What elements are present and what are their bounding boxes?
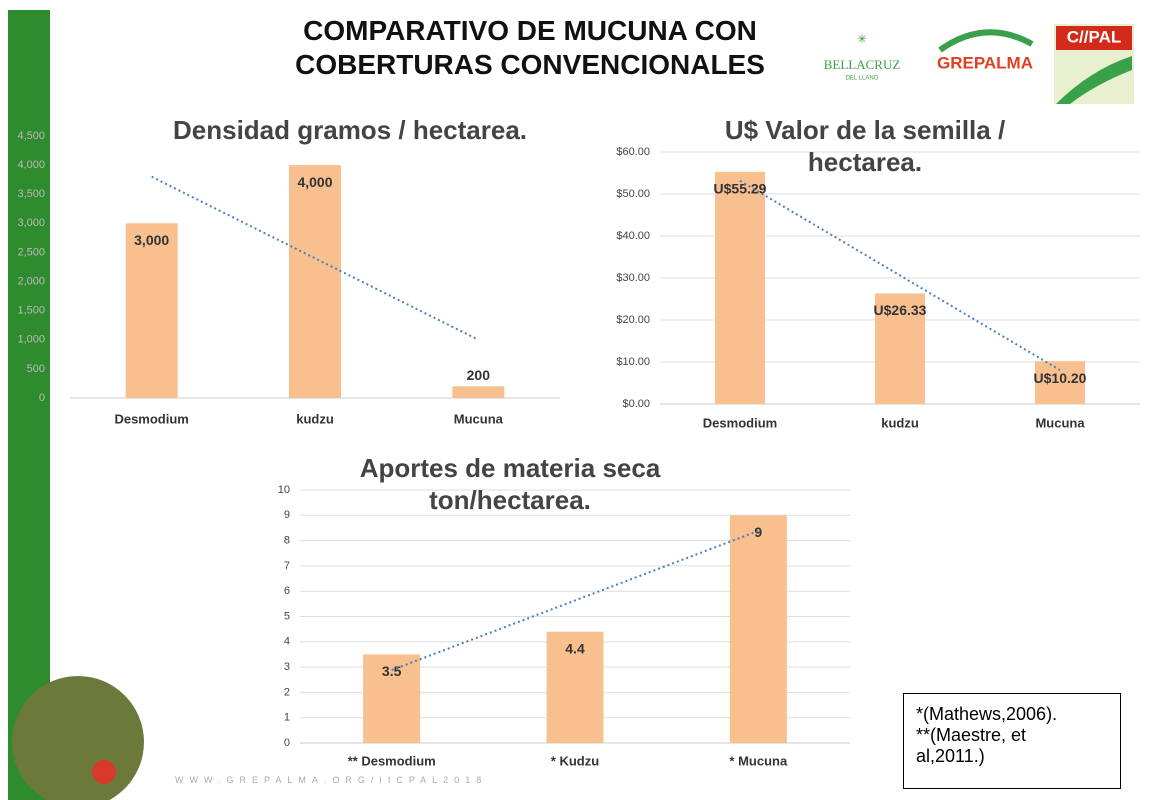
x-tick-label: kudzu [881, 415, 919, 430]
chart-title: Aportes de materia seca ton/hectarea. [359, 453, 661, 515]
y-tick-label: 1 [284, 712, 290, 724]
bar [546, 631, 604, 743]
y-tick-label: 0 [284, 737, 290, 749]
data-label: 3.5 [382, 663, 402, 679]
x-tick-label: kudzu [296, 411, 334, 426]
x-tick-label: Desmodium [114, 411, 188, 426]
x-tick-label: Mucuna [454, 411, 504, 426]
y-tick-label: 1,000 [17, 334, 45, 346]
y-tick-label: 500 [27, 363, 45, 375]
y-tick-label: 4,000 [17, 159, 45, 171]
y-tick-label: 3,000 [17, 217, 45, 229]
y-tick-label: 2 [284, 686, 290, 698]
bar [715, 171, 765, 404]
y-tick-label: 2,000 [17, 275, 45, 287]
bar [289, 165, 341, 398]
y-tick-label: $20.00 [616, 314, 650, 326]
logo-icon: ✳ [857, 32, 867, 46]
logo-shape [938, 29, 1034, 53]
y-tick-label: $50.00 [616, 188, 650, 200]
data-label: 4.4 [565, 640, 585, 656]
logo-text: GREPALMA [937, 53, 1033, 72]
side-bar [8, 10, 50, 800]
y-tick-label: 9 [284, 509, 290, 521]
y-tick-label: 4 [284, 636, 290, 648]
logo-text: C//PAL [1067, 27, 1121, 46]
logo-band [1056, 26, 1132, 50]
data-label: U$55.29 [714, 180, 767, 196]
y-tick-label: $40.00 [616, 230, 650, 242]
bar [875, 293, 925, 404]
y-tick-label: 5 [284, 610, 290, 622]
chart-title: U$ Valor de la semilla / hectarea. [724, 115, 1006, 177]
data-label: 3,000 [134, 232, 169, 248]
data-label: 9 [754, 524, 762, 540]
bar [729, 515, 787, 743]
data-label: 4,000 [297, 174, 332, 190]
photo-seed [92, 760, 116, 784]
y-tick-label: 7 [284, 560, 290, 572]
chart-title: Densidad gramos / hectarea. [172, 115, 528, 145]
y-tick-label: $30.00 [616, 272, 650, 284]
bar [125, 223, 178, 398]
footer-url: WWW.GREPALMA.ORG/IICPAL2018 [175, 775, 488, 785]
y-tick-label: 3,500 [17, 188, 45, 200]
y-tick-label: 10 [278, 484, 290, 496]
x-tick-label: ** Desmodium [348, 753, 436, 768]
y-tick-label: 1,500 [17, 305, 45, 317]
y-tick-label: 0 [39, 392, 45, 404]
bar [1035, 361, 1085, 404]
footnote-line: **(Maestre, et al,2011.) [916, 725, 1027, 766]
logo-shape [1056, 56, 1132, 104]
trendline [151, 175, 479, 341]
logo-text: DEL LLANO [846, 76, 879, 82]
title-line: COBERTURAS CONVENCIONALES [295, 49, 765, 80]
title: COMPARATIVO DE MUCUNA CON COBERTURAS CONV… [240, 14, 820, 82]
y-tick-label: $60.00 [616, 146, 650, 158]
y-tick-label: 3 [284, 661, 290, 673]
y-tick-label: 8 [284, 535, 290, 547]
trendline [739, 179, 1061, 372]
data-label: U$26.33 [874, 302, 927, 318]
y-tick-label: 6 [284, 585, 290, 597]
y-tick-label: $0.00 [622, 398, 650, 410]
x-tick-label: * Mucuna [729, 753, 788, 768]
x-tick-label: * Kudzu [551, 753, 599, 768]
y-tick-label: 2,500 [17, 246, 45, 258]
x-tick-label: Mucuna [1035, 415, 1085, 430]
data-label: U$10.20 [1034, 370, 1087, 386]
title-line: COMPARATIVO DE MUCUNA CON [303, 15, 757, 46]
bar [452, 386, 505, 398]
logos: ✳ BELLACRUZ DEL LLANO GREPALMA C//PAL [824, 24, 1134, 104]
x-tick-label: Desmodium [703, 415, 777, 430]
y-tick-label: 4,500 [17, 130, 45, 142]
y-tick-label: $10.00 [616, 356, 650, 368]
footnote: *(Mathews,2006). **(Maestre, et al,2011.) [903, 693, 1121, 789]
footnote-line: *(Mathews,2006). [916, 704, 1058, 724]
data-label: 200 [467, 367, 491, 383]
trendline [391, 529, 759, 671]
logo-text: BELLACRUZ [824, 57, 901, 72]
